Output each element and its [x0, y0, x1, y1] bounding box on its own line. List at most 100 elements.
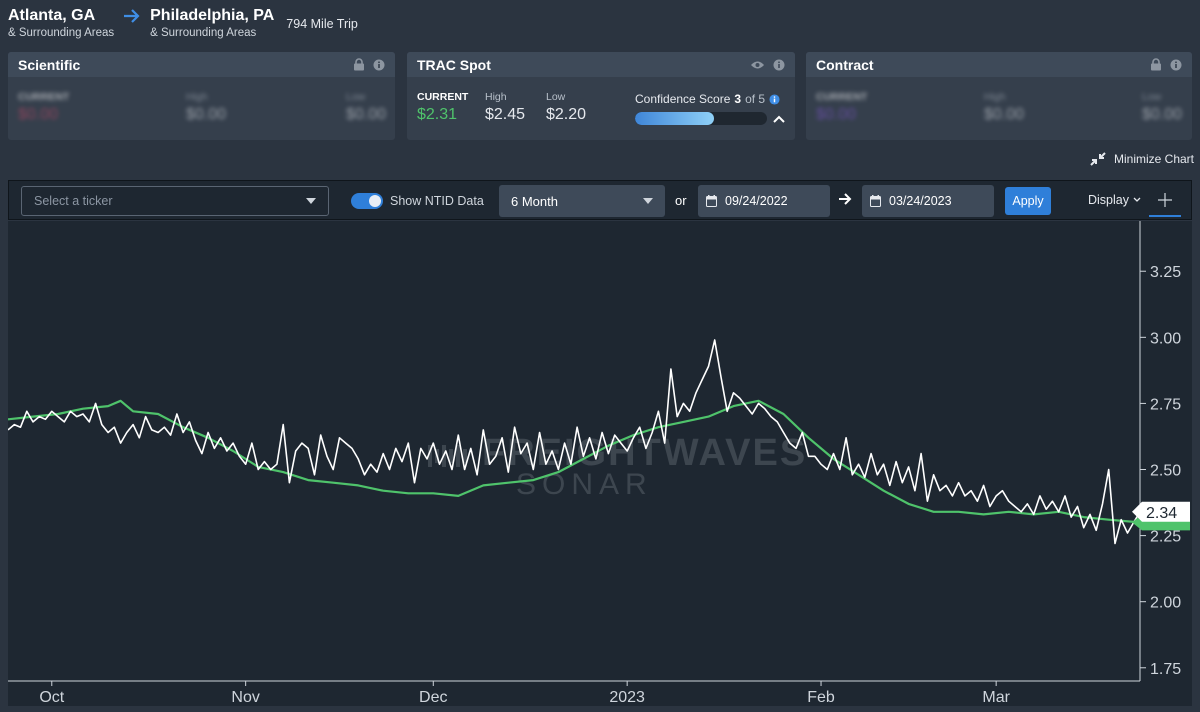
destination-location: Philadelphia, PA & Surrounding Areas: [150, 6, 274, 40]
contract-card-body: CURRENT $0.00 High $0.00 Low $0.00: [806, 77, 1192, 140]
trac-current-value: $2.31: [417, 106, 458, 123]
contract-high-label: High: [984, 91, 1006, 103]
scientific-low-value: $0.00: [346, 106, 387, 123]
end-date-input[interactable]: 03/24/2023: [862, 185, 994, 217]
origin-subtitle: & Surrounding Areas: [8, 27, 115, 39]
confidence-bar-fill: [635, 112, 715, 125]
minimize-chart-button[interactable]: Minimize Chart: [1089, 151, 1194, 167]
x-tick-label: 2023: [609, 689, 645, 706]
apply-button[interactable]: Apply: [1005, 187, 1051, 215]
caret-down-icon: [306, 198, 316, 204]
info-icon[interactable]: [1170, 59, 1182, 71]
watermark-bar: [463, 449, 467, 463]
y-axis: 3.25 3.00 2.75 2.50 2.25 2.00 1.75: [1139, 221, 1181, 681]
trac-high-value: $2.45: [485, 106, 526, 123]
route-header: Atlanta, GA & Surrounding Areas Philadel…: [8, 6, 358, 46]
y-tick-label: 2.75: [1150, 396, 1181, 413]
y-tick-label: 2.50: [1150, 463, 1181, 480]
trac-low-label: Low: [546, 91, 566, 103]
route-arrow-icon: [114, 6, 150, 23]
calendar-icon: [706, 195, 717, 207]
origin-location: Atlanta, GA & Surrounding Areas: [8, 6, 114, 40]
chart-series: [8, 339, 1141, 545]
scientific-title: Scientific: [18, 56, 81, 73]
trac-card-body: CURRENT $2.31 High $2.45 Low $2.20 Confiden…: [407, 77, 795, 140]
ntid-toggle[interactable]: [351, 193, 383, 209]
period-dropdown[interactable]: 6 Month: [499, 185, 665, 217]
trac-low-value: $2.20: [546, 106, 587, 123]
y-tick-label: 2.25: [1150, 529, 1181, 546]
start-date-value: 09/24/2022: [725, 194, 788, 208]
confidence-label: Confidence Score: [635, 92, 731, 106]
info-icon[interactable]: [373, 59, 385, 71]
arrow-right-icon: [839, 193, 852, 205]
series-line-white: [8, 339, 1141, 545]
info-icon[interactable]: [773, 59, 785, 71]
watermark-line2: SONAR: [516, 468, 653, 501]
display-label: Display: [1088, 193, 1129, 207]
confidence-of: of 5: [745, 92, 766, 106]
end-date-value: 03/24/2023: [889, 194, 952, 208]
ntid-label: Show NTID Data: [390, 194, 484, 208]
x-tick-label: Mar: [982, 689, 1010, 706]
y-tick-label: 3.00: [1150, 330, 1181, 347]
white-value-tag: [1132, 501, 1190, 522]
calendar-icon: [870, 195, 881, 207]
contract-card: Contract CURRENT $0.00 High $0.00 Low $0.00: [806, 52, 1192, 140]
destination-city: Philadelphia, PA: [150, 7, 275, 24]
ticker-placeholder: Select a ticker: [34, 194, 113, 208]
x-tick-label: Dec: [419, 689, 447, 706]
lock-icon: [1151, 58, 1161, 71]
crosshair-icon: [1158, 193, 1172, 207]
watermark-bar: [456, 445, 460, 467]
scientific-high-label: High: [186, 91, 208, 103]
last-value-text: 2.34: [1146, 505, 1177, 522]
toggle-knob: [369, 195, 381, 207]
eye-icon[interactable]: [750, 60, 765, 70]
trac-title: TRAC Spot: [417, 56, 491, 73]
x-tick-label: Nov: [231, 689, 259, 706]
contract-low-value: $0.00: [1142, 106, 1183, 123]
origin-city: Atlanta, GA: [8, 7, 96, 24]
trac-high-label: High: [485, 91, 507, 103]
trac-spot-card: TRAC Spot CURRENT $2.31 High $2.45 Low $2.2…: [407, 52, 795, 140]
watermark-bar: [428, 445, 432, 467]
or-label: or: [675, 193, 687, 208]
x-tick-label: Oct: [39, 689, 64, 706]
y-tick-label: 1.75: [1150, 661, 1181, 678]
period-value: 6 Month: [511, 193, 558, 209]
display-menu[interactable]: Display: [1088, 193, 1141, 207]
watermark-bar: [449, 449, 453, 463]
ticker-select[interactable]: Select a ticker: [21, 186, 329, 216]
y-tick-label: 3.25: [1150, 264, 1181, 281]
y-tick-label: 2.00: [1150, 595, 1181, 612]
confidence-score: Confidence Score 3 of 5: [635, 92, 785, 125]
x-axis: Oct Nov Dec 2023 Feb Mar: [8, 680, 1140, 706]
trac-current-label: CURRENT: [417, 91, 469, 103]
contract-current-value: $0.00: [816, 106, 857, 123]
info-icon[interactable]: [769, 93, 780, 105]
start-date-input[interactable]: 09/24/2022: [698, 185, 830, 217]
crosshair-button[interactable]: [1149, 185, 1181, 217]
last-value-label: 2.34: [1132, 501, 1190, 531]
scientific-card-header: Scientific: [8, 52, 395, 77]
chart-toolbar: Select a ticker Show NTID Data 6 Month o…: [8, 180, 1192, 220]
contract-title: Contract: [816, 56, 874, 73]
scientific-current-label: CURRENT: [18, 91, 70, 103]
lock-icon: [354, 58, 364, 71]
scientific-current-value: $0.00: [18, 106, 59, 123]
scientific-high-value: $0.00: [186, 106, 227, 123]
destination-subtitle: & Surrounding Areas: [150, 27, 257, 39]
scientific-low-label: Low: [346, 91, 366, 103]
caret-down-icon: [643, 198, 653, 204]
scientific-card-body: CURRENT $0.00 High $0.00 Low $0.00: [8, 77, 395, 140]
chevron-down-icon: [1133, 197, 1141, 202]
ntid-toggle-group: Show NTID Data: [351, 193, 484, 209]
confidence-bar: [635, 112, 767, 125]
rate-chart[interactable]: FREIGHTWAVES SONAR 3.253.002.752.502.252…: [8, 221, 1192, 706]
contract-high-value: $0.00: [984, 106, 1025, 123]
x-tick-label: Feb: [807, 689, 835, 706]
chevron-up-icon[interactable]: [773, 115, 785, 123]
trip-distance: 794 Mile Trip: [286, 17, 358, 31]
confidence-value: 3: [734, 92, 742, 106]
